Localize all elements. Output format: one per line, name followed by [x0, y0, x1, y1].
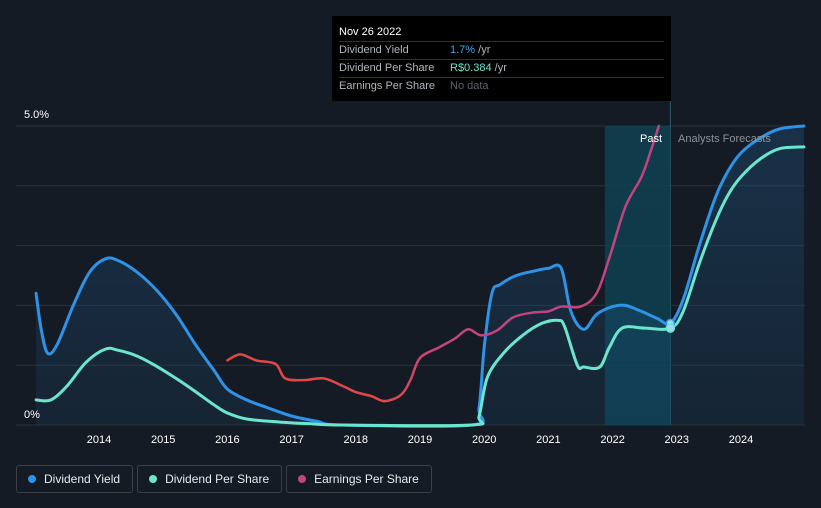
tooltip-unit: /yr	[475, 44, 491, 56]
x-tick-label: 2016	[215, 434, 239, 446]
x-axis-tick-labels: 2014 2015 2016 2017 2018 2019 2020 2021 2022 2023…	[87, 434, 753, 446]
legend-item-dividend-yield[interactable]: Dividend Yield	[16, 465, 134, 493]
tooltip-value: R$0.384 /yr	[450, 60, 507, 77]
dividend-yield-area	[36, 126, 804, 427]
earnings-per-share-line	[226, 124, 661, 403]
dividend-yield-line	[34, 124, 806, 428]
y-tick-label-bottom: 0%	[24, 409, 40, 421]
x-tick-label: 2019	[408, 434, 432, 446]
y-tick-label-top: 5.0%	[24, 109, 49, 121]
tooltip-label: Earnings Per Share	[339, 80, 435, 92]
x-tick-label: 2018	[344, 434, 368, 446]
tooltip-row-dividend-yield: Dividend Yield 1.7% /yr	[339, 41, 664, 59]
tooltip-value: No data	[450, 78, 489, 95]
chart-legend: Dividend Yield Dividend Per Share Earnin…	[16, 465, 432, 493]
analysts-forecasts-label: Analysts Forecasts	[678, 133, 771, 145]
legend-dot-icon	[149, 475, 158, 483]
tooltip-unit: /yr	[491, 62, 507, 74]
tooltip-row-dividend-per-share: Dividend Per Share R$0.384 /yr	[339, 59, 664, 77]
tooltip-date: Nov 26 2022	[339, 26, 402, 38]
legend-label: Earnings Per Share	[314, 472, 419, 486]
legend-dot-icon	[298, 475, 307, 483]
past-label: Past	[640, 133, 662, 145]
x-tick-label: 2022	[600, 434, 624, 446]
x-tick-label: 2020	[472, 434, 496, 446]
tooltip-value: 1.7% /yr	[450, 42, 490, 59]
legend-item-dividend-per-share[interactable]: Dividend Per Share	[137, 465, 283, 493]
x-tick-label: 2024	[729, 434, 753, 446]
series-line-layer	[34, 124, 806, 428]
tooltip-label: Dividend Yield	[339, 44, 409, 56]
tooltip-no-data: No data	[450, 80, 489, 92]
x-tick-label: 2021	[536, 434, 560, 446]
tooltip-label: Dividend Per Share	[339, 62, 435, 74]
x-tick-label: 2014	[87, 434, 111, 446]
x-tick-label: 2017	[279, 434, 303, 446]
legend-label: Dividend Yield	[44, 472, 121, 486]
tooltip-number: R$0.384	[450, 62, 492, 74]
dividend-per-share-marker	[665, 323, 676, 333]
x-tick-label: 2023	[665, 434, 689, 446]
hover-tooltip: Nov 26 2022 Dividend Yield 1.7% /yr Divi…	[332, 16, 671, 101]
dividend-per-share-line	[34, 145, 806, 428]
legend-dot-icon	[28, 475, 36, 483]
marker-layer	[665, 318, 676, 333]
legend-label: Dividend Per Share	[165, 472, 270, 486]
x-tick-label: 2015	[151, 434, 175, 446]
area-fill-layer	[36, 126, 804, 427]
tooltip-number: 1.7%	[450, 44, 476, 56]
legend-item-earnings-per-share[interactable]: Earnings Per Share	[286, 465, 432, 493]
tooltip-row-earnings-per-share: Earnings Per Share No data	[339, 77, 664, 95]
